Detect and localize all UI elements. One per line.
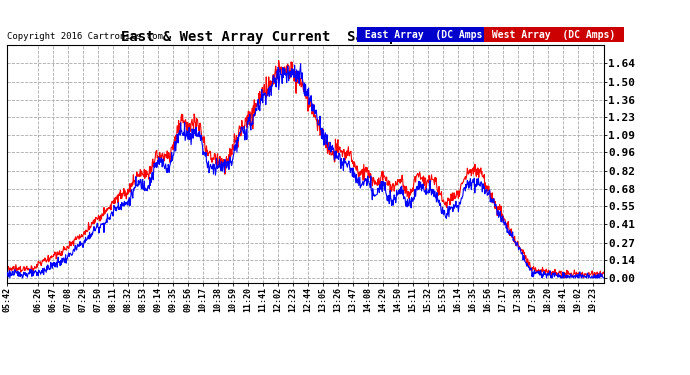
Text: West Array  (DC Amps): West Array (DC Amps) — [486, 30, 622, 39]
Text: Copyright 2016 Cartronics.com: Copyright 2016 Cartronics.com — [7, 32, 163, 41]
Title: East & West Array Current  Sat Apr 30  19:38: East & West Array Current Sat Apr 30 19:… — [121, 30, 490, 44]
Text: East Array  (DC Amps): East Array (DC Amps) — [359, 30, 494, 39]
